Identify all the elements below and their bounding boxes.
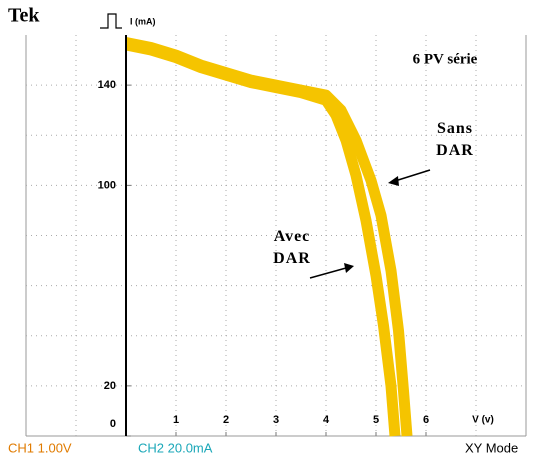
x-tick-label: 4 [323,414,330,426]
chart-title: 6 PV série [413,51,478,67]
series-label: Avec DAR [262,226,322,270]
y-axis-label: I (mA) [130,16,156,26]
x-tick-label: 1 [173,414,179,426]
y-tick-label: 0 [110,418,116,430]
brand: Tek [8,5,40,27]
x-tick-label: 5 [373,414,379,426]
x-tick-label: 2 [223,414,229,426]
x-tick-label: 6 [423,414,429,426]
x-tick-label: 3 [273,414,279,426]
y-tick-label: 100 [98,179,116,191]
x-axis-label: V (v) [472,415,494,426]
ch1-setting: CH1 1.00V [8,440,72,455]
mode: XY Mode [465,440,518,455]
scope-screen: 1 2 3 4 5 6 0 20 100 140 Tek I (mA) V (v) 6 PV sé… [0,0,540,461]
ch2-setting: CH2 20.0mA [138,440,213,455]
y-tick-label: 140 [98,79,116,91]
series-label: Sans DAR [425,118,485,162]
y-tick-label: 20 [104,380,116,392]
